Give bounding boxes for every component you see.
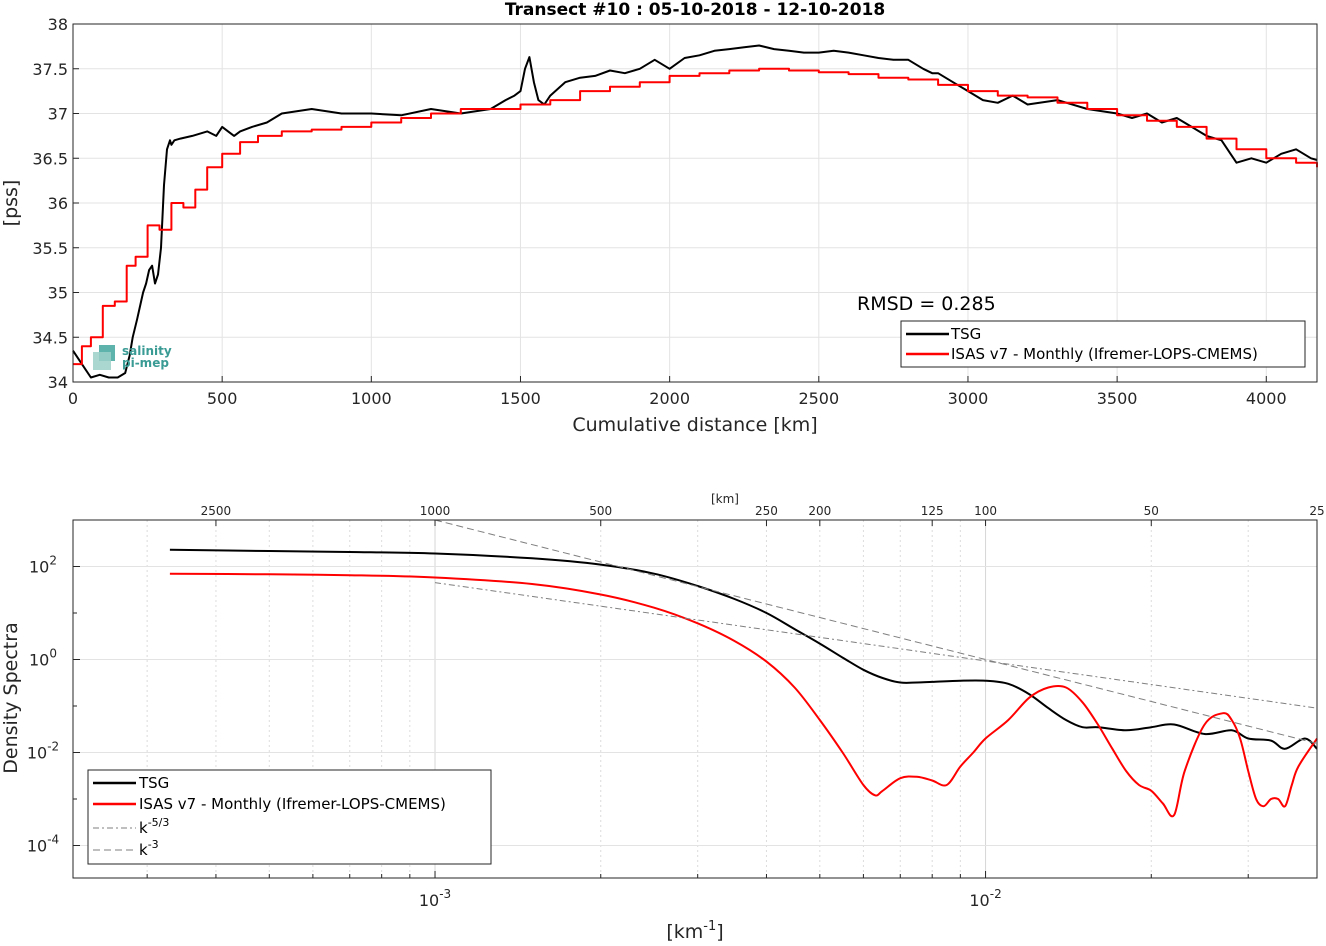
y-tick-label: 36	[48, 194, 68, 213]
spectra-ticks: 10-3 10-2 10-4 10-2 100 102 2500 1000 500 250 200 1…	[27, 504, 1325, 910]
x-tick-label: 1500	[500, 389, 541, 408]
legend-label-k3: k-3	[139, 838, 159, 859]
salinity-pi-mep-logo: salinity pi-mep	[93, 344, 172, 370]
series-line-k3	[434, 519, 1318, 744]
legend-label-tsg: TSG	[950, 325, 981, 343]
y-tick-label: 37.5	[32, 60, 68, 79]
salinity-x-axis-label: Cumulative distance [km]	[572, 414, 817, 436]
y-tick-label-log: 102	[29, 553, 57, 576]
y-tick-label-log: 10-2	[27, 739, 59, 762]
logo-text-line2: pi-mep	[122, 356, 169, 370]
rmsd-annotation: RMSD = 0.285	[857, 293, 996, 315]
legend-label-tsg-spectra: TSG	[138, 774, 169, 792]
y-tick-label: 37	[48, 105, 68, 124]
x-tick-label-log: 10-3	[419, 887, 451, 910]
top-tick-label: 500	[589, 504, 612, 518]
x-tick-label: 4000	[1246, 389, 1287, 408]
spectra-legend-box	[87, 769, 492, 865]
salinity-y-axis-label: [pss]	[0, 180, 22, 227]
series-line-k53	[434, 582, 1318, 709]
salinity-legend: TSG ISAS v7 - Monthly (Ifremer-LOPS-CMEM…	[900, 320, 1306, 368]
x-tick-label: 3000	[948, 389, 989, 408]
salinity-series	[72, 44, 1318, 379]
chart-title: Transect #10 : 05-10-2018 - 12-10-2018	[505, 0, 885, 20]
plot-frame-spectra	[72, 519, 1318, 879]
top-tick-label: 200	[808, 504, 831, 518]
top-tick-label: 2500	[201, 504, 232, 518]
y-tick-label: 36.5	[32, 149, 68, 168]
x-tick-label: 2000	[649, 389, 690, 408]
logo-mark-front	[93, 352, 111, 370]
legend-label-isas-spectra: ISAS v7 - Monthly (Ifremer-LOPS-CMEMS)	[139, 795, 446, 813]
x-tick-label: 1000	[351, 389, 392, 408]
series-line-tsg-spectra	[169, 548, 1318, 750]
y-tick-label: 38	[48, 15, 68, 34]
top-tick-label: 250	[755, 504, 778, 518]
legend-label-isas: ISAS v7 - Monthly (Ifremer-LOPS-CMEMS)	[951, 345, 1258, 363]
top-axis-label: [km]	[711, 492, 739, 506]
y-tick-label: 34.5	[32, 328, 68, 347]
y-tick-label: 35.5	[32, 239, 68, 258]
top-tick-label: 100	[974, 504, 997, 518]
y-tick-label: 34	[48, 373, 68, 392]
x-tick-label: 3500	[1097, 389, 1138, 408]
logo-text-line1: salinity	[122, 344, 172, 358]
top-tick-label: 125	[921, 504, 944, 518]
x-tick-label: 500	[207, 389, 238, 408]
top-tick-label: 1000	[420, 504, 451, 518]
spectra-x-axis-label: [km-1]	[666, 919, 723, 942]
salinity-chart: Transect #10 : 05-10-2018 - 12-10-2018 0…	[0, 0, 1318, 436]
spectra-chart: 10-3 10-2 10-4 10-2 100 102 2500 1000 500 250 200 1…	[0, 492, 1325, 943]
y-tick-label-log: 100	[29, 646, 57, 669]
series-line-isas-spectra	[169, 572, 1318, 818]
x-tick-label: 0	[68, 389, 78, 408]
top-tick-label: 50	[1144, 504, 1159, 518]
series-line-isas	[73, 67, 1318, 366]
y-tick-label: 35	[48, 284, 68, 303]
y-tick-label-log: 10-4	[27, 832, 59, 855]
salinity-ticks: 0 500 1000 1500 2000 2500 3000 3500 4000 34 34.5 35…	[32, 15, 1286, 408]
salinity-legend-box	[900, 320, 1306, 368]
x-tick-label: 2500	[798, 389, 839, 408]
spectra-series	[169, 519, 1318, 818]
x-tick-label-log: 10-2	[969, 887, 1001, 910]
spectra-y-axis-label: Density Spectra	[0, 622, 22, 773]
spectra-legend: TSG ISAS v7 - Monthly (Ifremer-LOPS-CMEM…	[87, 769, 492, 865]
top-tick-label: 25	[1309, 504, 1324, 518]
legend-label-k53: k-5/3	[139, 816, 169, 837]
plot-frame-salinity	[72, 23, 1318, 383]
